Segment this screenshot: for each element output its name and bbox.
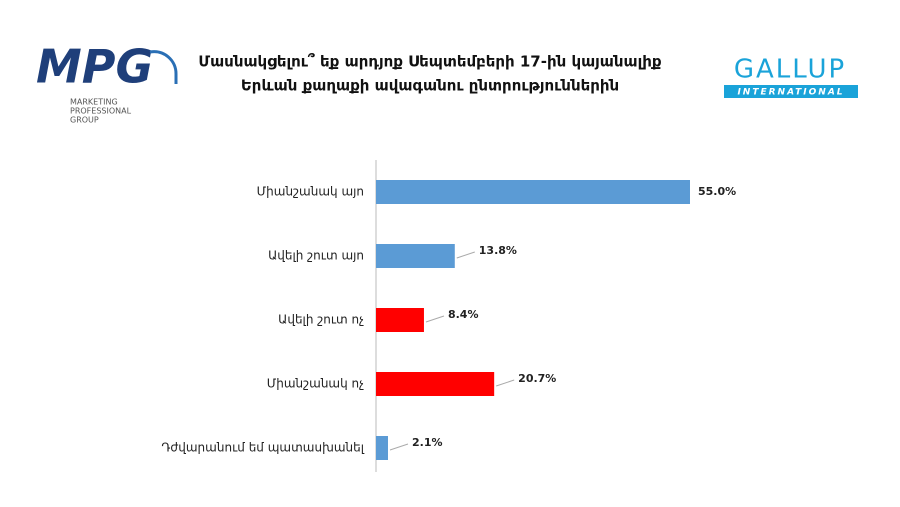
category-label: Միանշանակ այո [257, 185, 364, 199]
bar [376, 436, 388, 460]
leader-line [425, 315, 445, 323]
bar [376, 244, 455, 268]
gallup-text: GALLUP [734, 55, 846, 85]
bar [376, 308, 424, 332]
category-label: Դժվարանում եմ պատասխանել [161, 441, 364, 455]
mpg-logo-text: MPG [36, 40, 153, 94]
headset [149, 50, 178, 84]
value-label: 8.4% [448, 308, 479, 321]
value-label: 55.0% [698, 185, 736, 198]
value-label: 20.7% [518, 372, 556, 385]
mpg-logo: MPG MARKETING PROFESSIONAL GROUP [36, 40, 178, 125]
category-label: Միանշանակ ոչ [267, 377, 364, 391]
gallup-logo: GALLUP INTERNATIONAL [724, 55, 858, 98]
mpg-sub: MARKETING [70, 98, 118, 107]
mpg-sub: GROUP [70, 116, 99, 125]
chart-title: Երևան քաղաքի ավագանու ընտրություններին [241, 77, 619, 95]
leader-line [496, 379, 515, 387]
bar [376, 180, 690, 204]
value-label: 2.1% [412, 436, 443, 449]
chart-title: Մասնակցելու՞ եք արդյոք Սեպտեմբերի 17-ին … [198, 53, 661, 71]
leader-line [389, 443, 409, 451]
gallup-sub: INTERNATIONAL [737, 88, 844, 98]
category-label: Ավելի շուտ այո [268, 249, 364, 263]
gallup-band [724, 85, 858, 98]
value-label: 13.8% [479, 244, 517, 257]
category-label: Ավելի շուտ ոչ [278, 313, 364, 327]
mpg-sub: PROFESSIONAL [70, 107, 132, 116]
bar [376, 372, 495, 396]
leader-line [456, 251, 475, 259]
